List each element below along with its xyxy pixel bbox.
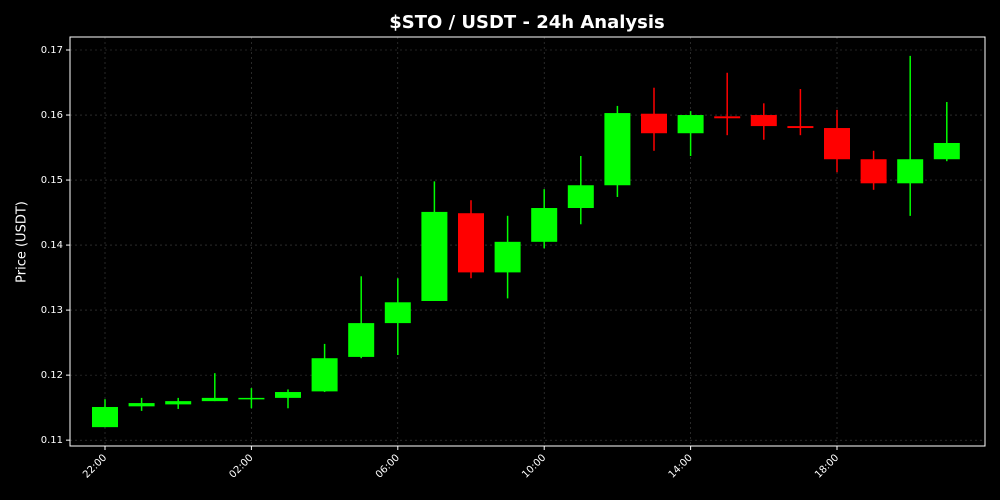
candle-body <box>92 406 118 428</box>
candle-body <box>165 401 192 405</box>
candle-body <box>714 116 741 119</box>
candle-body <box>750 115 777 127</box>
candle-body <box>567 185 594 209</box>
candle-body <box>311 358 338 392</box>
candle-body <box>201 397 228 402</box>
chart-title: $STO / USDT - 24h Analysis <box>389 12 665 33</box>
candle-body <box>384 302 411 324</box>
candle-body <box>787 126 814 129</box>
y-tick-label: 0.12 <box>41 370 63 381</box>
y-tick-label: 0.17 <box>41 45 63 56</box>
candle-body <box>348 323 375 357</box>
candle-body <box>531 208 558 242</box>
y-tick-label: 0.14 <box>41 240 63 251</box>
y-tick-label: 0.16 <box>41 110 63 121</box>
candle-body <box>604 113 631 186</box>
candle-body <box>275 392 301 398</box>
y-tick-label: 0.11 <box>41 435 63 446</box>
candle-body <box>458 213 484 273</box>
y-axis-label: Price (USDT) <box>15 201 30 283</box>
candle-body <box>494 241 521 273</box>
candle-body <box>897 159 924 184</box>
plot-frame <box>69 36 986 447</box>
y-tick-label: 0.13 <box>41 305 63 316</box>
candle-body <box>128 403 155 407</box>
candle-body <box>824 128 850 160</box>
candle-body <box>677 115 704 134</box>
candle-body <box>421 211 448 301</box>
candle-body <box>641 113 667 134</box>
y-tick-label: 0.15 <box>41 175 63 186</box>
candle-body <box>933 142 960 160</box>
candle-body <box>238 397 265 400</box>
candle-body <box>860 159 887 184</box>
